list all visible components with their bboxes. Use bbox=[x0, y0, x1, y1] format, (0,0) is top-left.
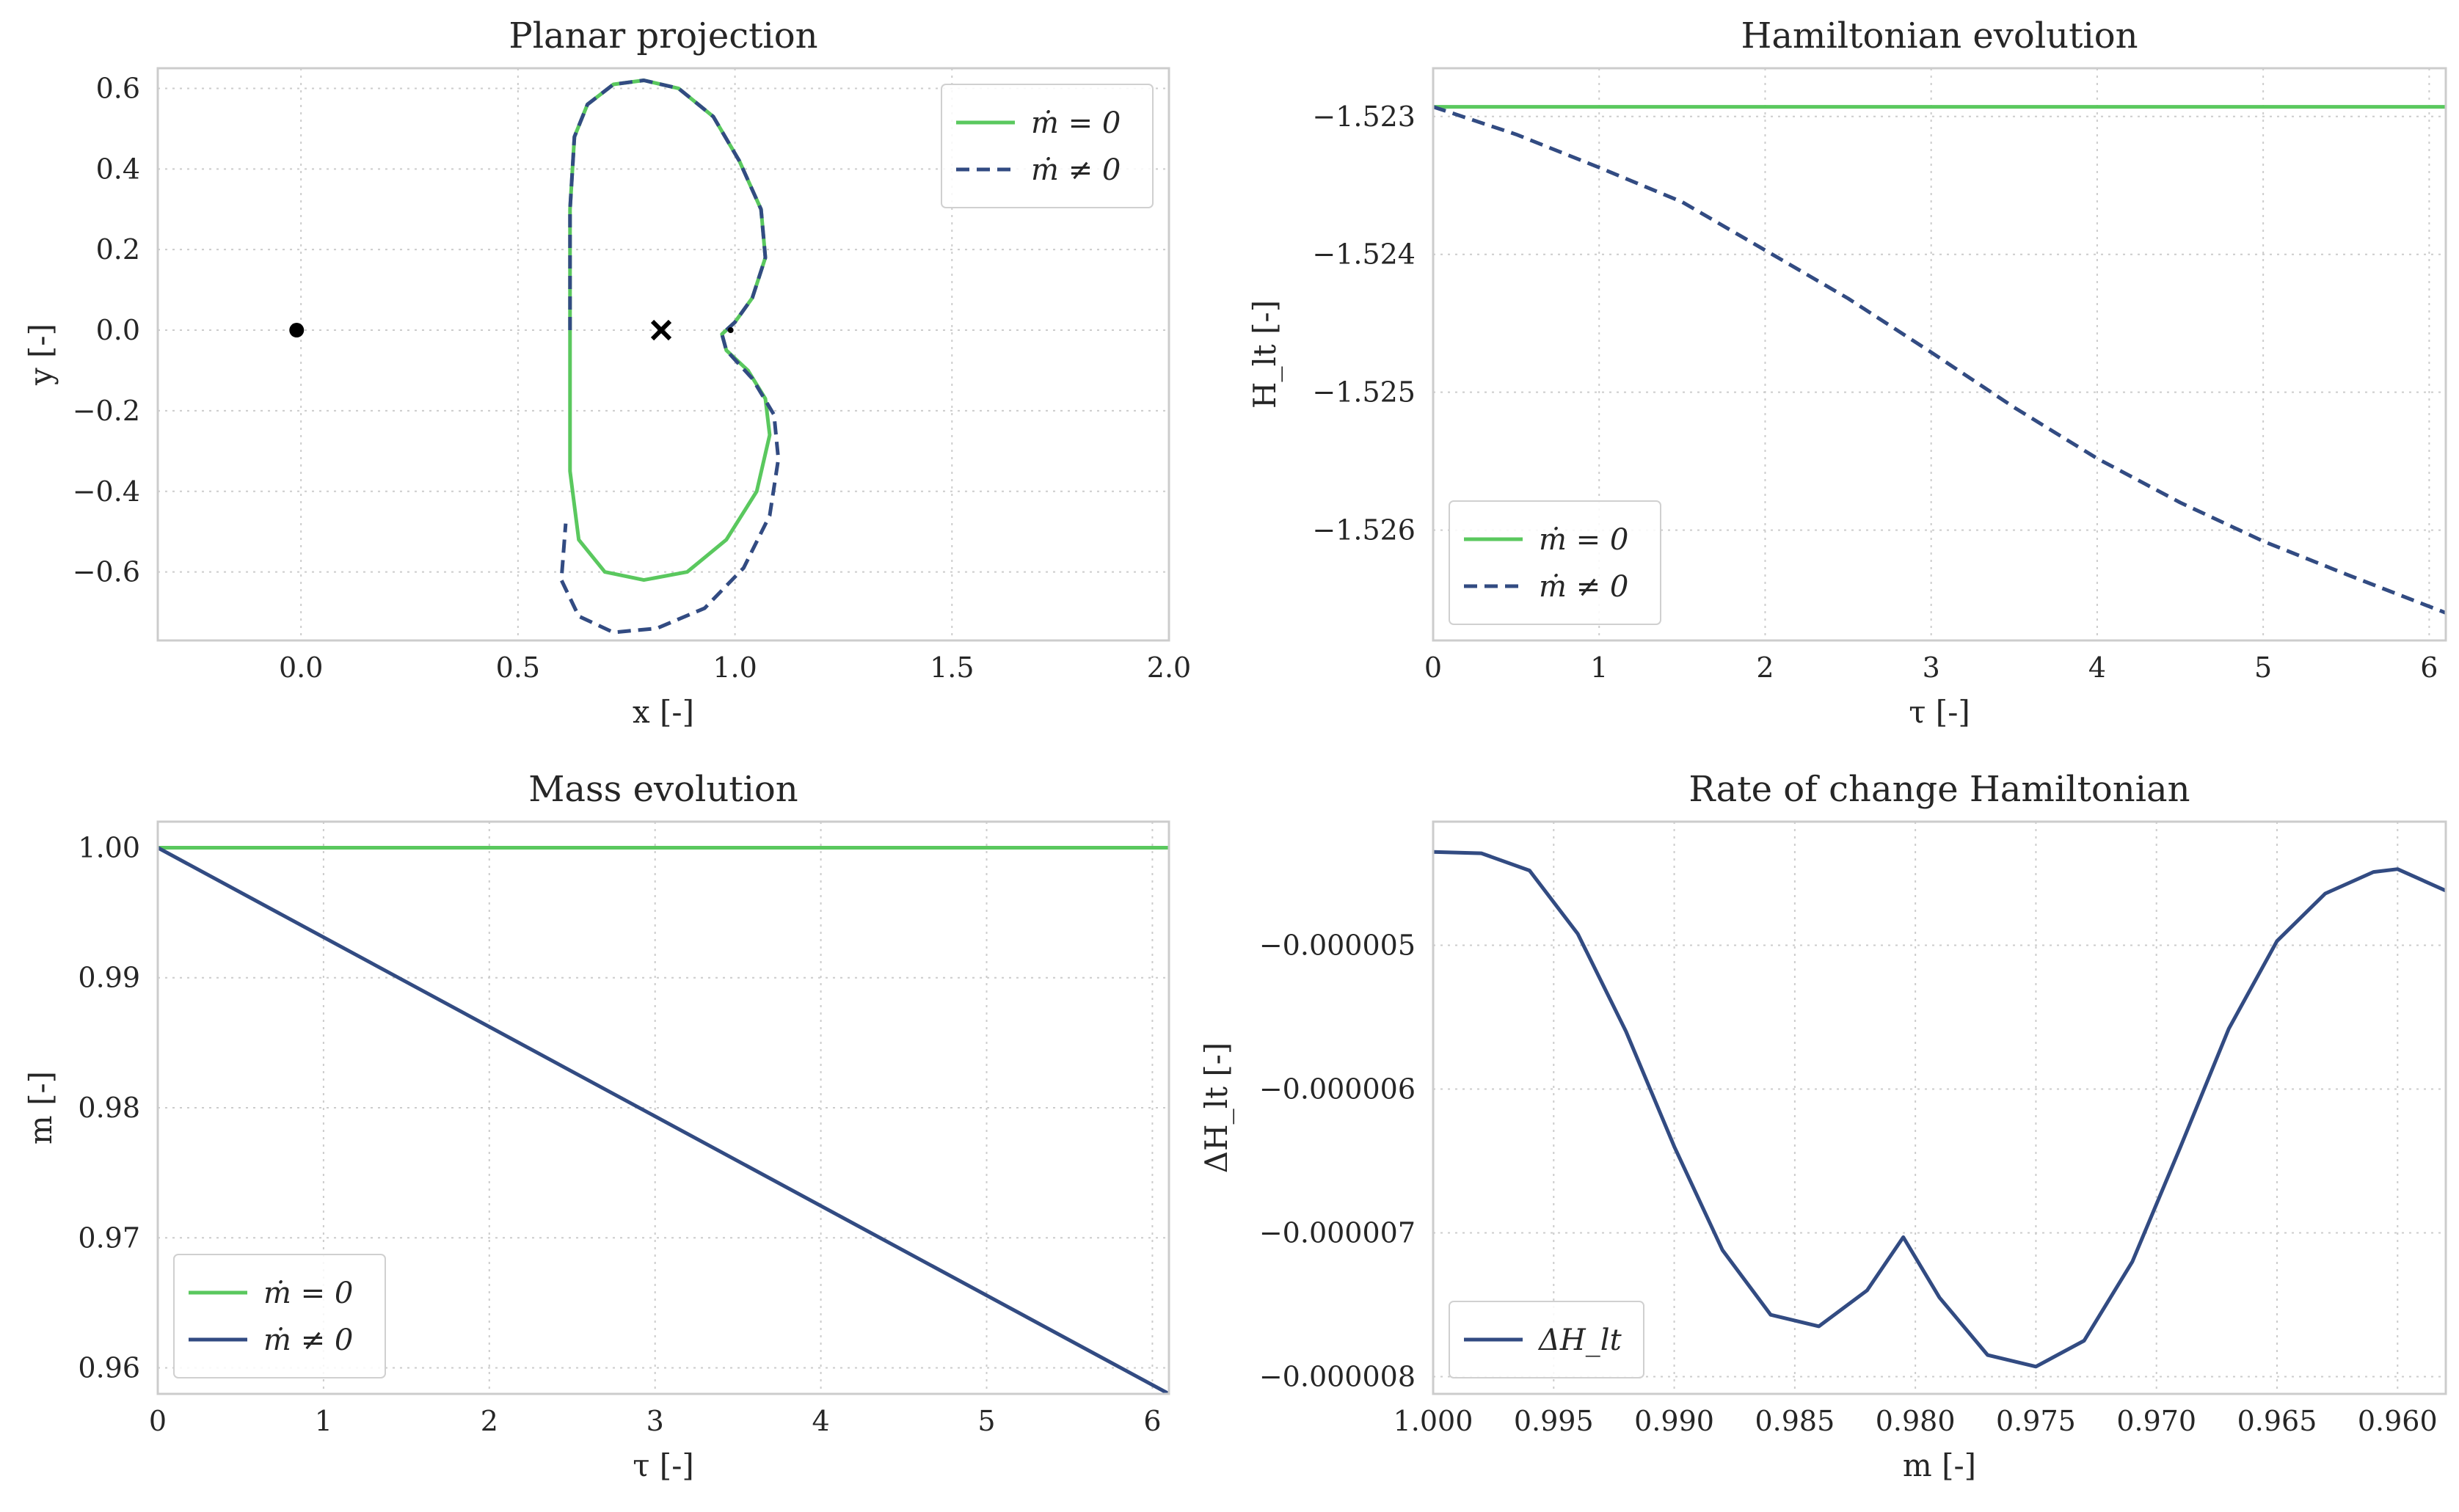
y-tick-label: −1.524 bbox=[1312, 238, 1416, 271]
x-axis-label: τ [-] bbox=[1909, 694, 1970, 730]
series-line-mdot-nonzero bbox=[1433, 105, 2446, 615]
y-tick-label: 0.6 bbox=[96, 72, 140, 104]
chart-panel-4: 1.000 0.995 0.990 0.985 0.980 0.975 0.970 0.965… bbox=[1198, 769, 2447, 1483]
x-tick-label: 5 bbox=[2254, 651, 2272, 684]
y-tick-label: 0.98 bbox=[78, 1092, 140, 1124]
y-tick-label: −0.6 bbox=[73, 556, 140, 588]
y-axis-label: m [-] bbox=[23, 1071, 59, 1144]
y-tick-label: 0.2 bbox=[96, 233, 140, 266]
chart-panel-3: 0 1 2 3 4 5 6 1.00 0.99 0.98 0.97 0.96 Mass evolutio… bbox=[23, 769, 1170, 1483]
x-axis-label: m [-] bbox=[1903, 1447, 1976, 1483]
x-tick-label: 1 bbox=[315, 1405, 332, 1437]
x-tick-label: 0.0 bbox=[279, 651, 323, 684]
x-axis-label: τ [-] bbox=[633, 1447, 694, 1483]
legend-entry-label: ṁ ≠ 0 bbox=[1539, 570, 1628, 604]
x-tick-label: 4 bbox=[812, 1405, 830, 1437]
x-tick-label: 1 bbox=[1590, 651, 1608, 684]
legend-entry-label: ṁ ≠ 0 bbox=[263, 1323, 353, 1357]
x-tick-label: 0.990 bbox=[1634, 1405, 1714, 1437]
x-axis-label: x [-] bbox=[633, 694, 694, 730]
legend-entry-label: ṁ = 0 bbox=[1539, 523, 1628, 557]
x-tick-label: 0 bbox=[149, 1405, 167, 1437]
x-tick-label: 0.975 bbox=[1996, 1405, 2076, 1437]
legend: ṁ = 0 ṁ ≠ 0 bbox=[173, 1254, 386, 1378]
chart-title: Planar projection bbox=[509, 15, 817, 56]
x-tick-label: 6 bbox=[1143, 1405, 1161, 1437]
x-tick-label: 0.985 bbox=[1755, 1405, 1835, 1437]
x-tick-label: 0.970 bbox=[2116, 1405, 2196, 1437]
x-tick-label: 3 bbox=[1923, 651, 1940, 684]
series-line-mdot-nonzero bbox=[158, 846, 1169, 1394]
chart-title: Rate of change Hamiltonian bbox=[1688, 769, 2190, 810]
legend-entry-label: ΔH_lt bbox=[1537, 1323, 1622, 1357]
plot-frame bbox=[1432, 820, 2447, 1395]
y-tick-label: −1.526 bbox=[1312, 514, 1416, 547]
legend: ṁ = 0 ṁ ≠ 0 bbox=[941, 84, 1154, 208]
y-axis-label: H_lt [-] bbox=[1247, 300, 1283, 409]
x-tick-label: 6 bbox=[2420, 651, 2438, 684]
x-tick-label: 0.995 bbox=[1514, 1405, 1594, 1437]
plot-frame bbox=[156, 820, 1170, 1395]
y-tick-label: 0.4 bbox=[96, 153, 140, 185]
chart-panel-2: 0 1 2 3 4 5 6 −1.523 −1.524 −1.525 −1.526 Hamiltoni… bbox=[1247, 15, 2447, 730]
y-tick-label: −1.525 bbox=[1312, 376, 1416, 409]
legend-entry-label: ṁ = 0 bbox=[1031, 106, 1121, 140]
chart-title: Hamiltonian evolution bbox=[1741, 15, 2138, 56]
legend-entry-label: ṁ ≠ 0 bbox=[1031, 153, 1121, 187]
series-line-mdot-nonzero bbox=[1433, 850, 2446, 1369]
y-tick-label: 0.99 bbox=[78, 962, 140, 994]
legend-entry-label: ṁ = 0 bbox=[263, 1277, 353, 1310]
y-tick-label: 0.0 bbox=[96, 314, 140, 346]
x-tick-label: 5 bbox=[977, 1405, 995, 1437]
y-tick-label: −0.000007 bbox=[1259, 1217, 1416, 1249]
secondary-body-marker bbox=[650, 319, 672, 341]
y-tick-label: −0.2 bbox=[73, 395, 140, 427]
y-tick-label: −0.4 bbox=[73, 475, 140, 508]
x-tick-label: 1.0 bbox=[713, 651, 757, 684]
x-tick-label: 3 bbox=[646, 1405, 664, 1437]
y-tick-label: 1.00 bbox=[78, 831, 140, 863]
y-tick-label: −0.000006 bbox=[1259, 1073, 1416, 1106]
primary-body-marker bbox=[289, 323, 305, 338]
legend: ΔH_lt bbox=[1449, 1301, 1644, 1378]
chart-title: Mass evolution bbox=[528, 769, 798, 810]
y-axis-label: y [-] bbox=[23, 324, 59, 386]
y-axis-label: ΔH_lt [-] bbox=[1198, 1042, 1234, 1174]
y-tick-label: −0.000005 bbox=[1259, 930, 1416, 962]
y-tick-label: 0.96 bbox=[78, 1352, 140, 1384]
x-tick-label: 0.980 bbox=[1876, 1405, 1956, 1437]
x-tick-label: 0.960 bbox=[2358, 1405, 2438, 1437]
y-tick-label: −0.000008 bbox=[1259, 1360, 1416, 1392]
series-line-mdot-nonzero bbox=[559, 78, 781, 635]
plot-frame bbox=[1432, 67, 2447, 642]
legend: ṁ = 0 ṁ ≠ 0 bbox=[1449, 500, 1661, 625]
x-tick-label: 0.5 bbox=[496, 651, 540, 684]
x-tick-label: 1.000 bbox=[1394, 1405, 1473, 1437]
x-tick-label: 0 bbox=[1424, 651, 1442, 684]
chart-panel-1: 0.0 0.5 1.0 1.5 2.0 0.6 0.4 0.2 0.0 −0.2 −0.4 −0.6 P… bbox=[23, 15, 1191, 730]
x-tick-label: 4 bbox=[2088, 651, 2106, 684]
y-tick-label: −1.523 bbox=[1312, 101, 1416, 133]
x-tick-label: 2 bbox=[481, 1405, 498, 1437]
x-tick-label: 1.5 bbox=[930, 651, 974, 684]
lagrange-point-marker bbox=[727, 327, 734, 334]
x-tick-label: 2.0 bbox=[1147, 651, 1191, 684]
x-tick-label: 2 bbox=[1756, 651, 1774, 684]
x-tick-label: 0.965 bbox=[2237, 1405, 2317, 1437]
y-tick-label: 0.97 bbox=[78, 1221, 140, 1254]
plot-frame bbox=[156, 67, 1170, 642]
